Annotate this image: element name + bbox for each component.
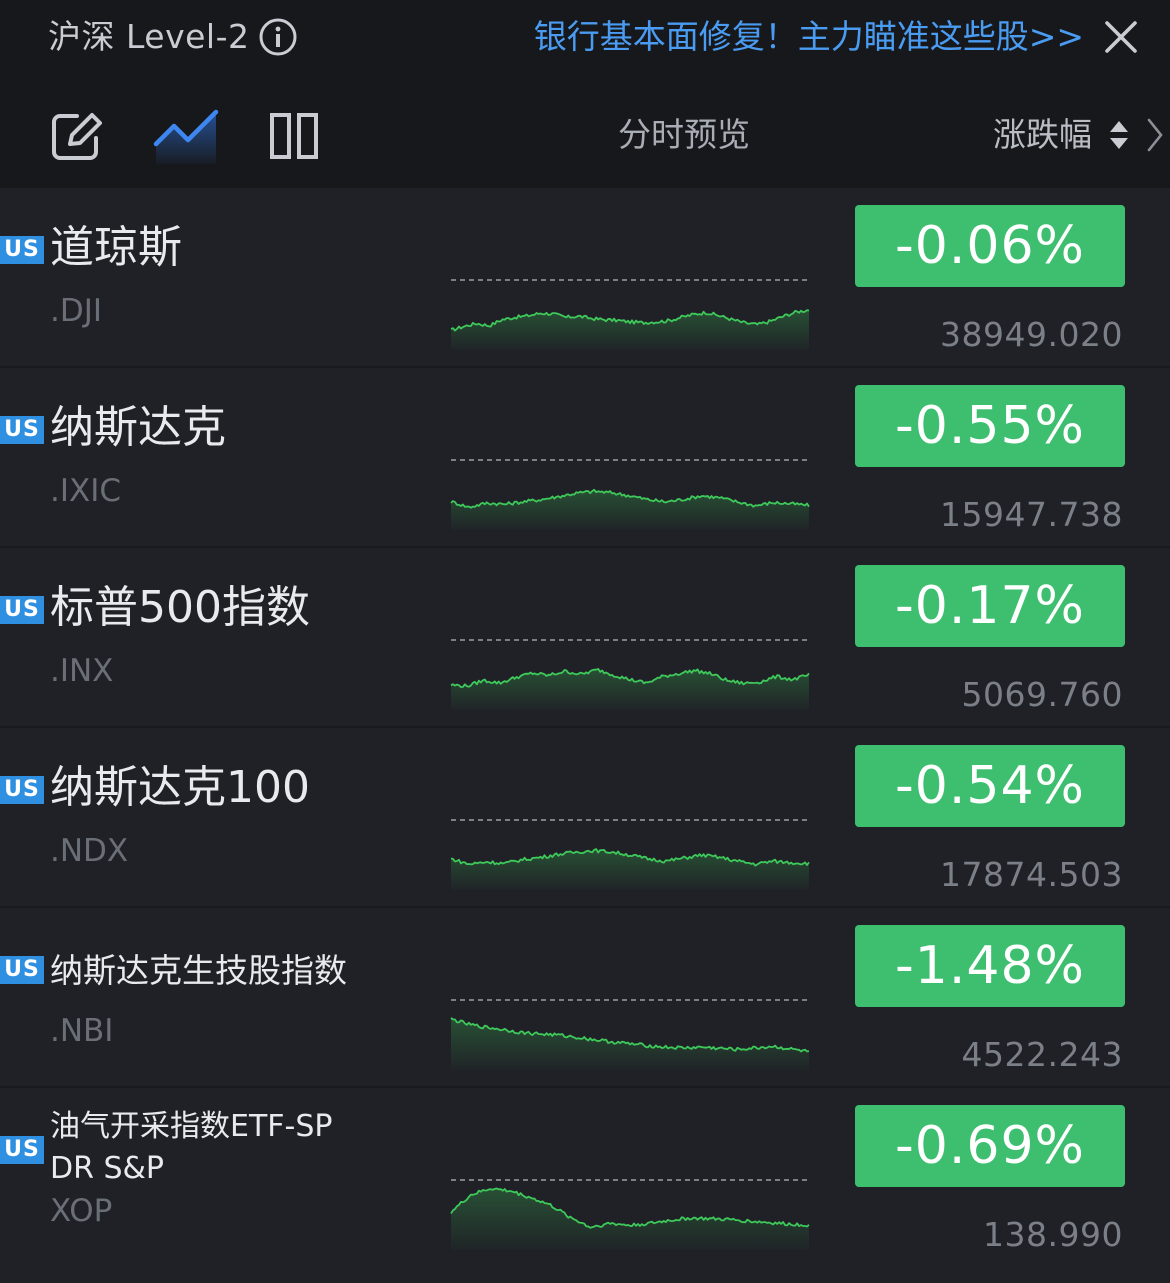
last-price: 17874.503 — [940, 855, 1123, 894]
sparkline-line — [450, 848, 810, 867]
list-item-dji[interactable]: US 道琼斯 .DJI -0.06% 38949.020 — [0, 188, 1170, 368]
promo-link[interactable]: 银行基本面修复！主力瞄准这些股>> — [533, 17, 1084, 56]
sparkline-chart — [450, 459, 810, 530]
change-percent-badge[interactable]: -0.69% — [855, 1105, 1125, 1187]
sort-arrows-icon[interactable] — [1108, 119, 1130, 151]
market-title: 沪深 Level-2 — [48, 17, 250, 56]
last-price: 38949.020 — [940, 315, 1123, 354]
sparkline-line — [450, 309, 810, 332]
index-name: 纳斯达克100 — [50, 762, 310, 813]
list-item-xop[interactable]: US 油气开采指数ETF-SPDR S&P XOP -0.69% 138.990 — [0, 1088, 1170, 1268]
last-price: 5069.760 — [961, 675, 1123, 714]
sparkline-area — [451, 310, 809, 350]
change-percent-badge[interactable]: -0.54% — [855, 745, 1125, 827]
change-percent-badge[interactable]: -0.55% — [855, 385, 1125, 467]
index-name: 纳斯达克生技股指数 — [50, 951, 347, 990]
sparkline-line — [450, 1187, 810, 1229]
last-price: 4522.243 — [961, 1035, 1123, 1074]
sparkline-chart — [450, 819, 810, 890]
change-percent-badge[interactable]: -0.06% — [855, 205, 1125, 287]
sparkline-chart — [450, 639, 810, 710]
sort-by-change-button[interactable]: 涨跌幅 — [993, 115, 1092, 154]
sparkline-line — [450, 668, 810, 688]
timeshare-chart-icon[interactable] — [150, 104, 222, 166]
market-badge: US — [0, 596, 44, 624]
index-code: XOP — [50, 1193, 113, 1229]
index-name: 油气开采指数ETF-SPDR S&P — [50, 1109, 333, 1186]
top-banner: 沪深 Level-2 银行基本面修复！主力瞄准这些股>> — [0, 0, 1170, 78]
toolbar: 分时预览 涨跌幅 — [0, 78, 1170, 188]
market-badge: US — [0, 776, 44, 804]
sparkline-area — [451, 1188, 809, 1250]
index-name: 纳斯达克 — [50, 402, 226, 453]
sparkline-chart — [450, 999, 810, 1070]
market-badge: US — [0, 956, 44, 984]
chevron-right-icon[interactable] — [1145, 116, 1165, 154]
sparkline-area — [451, 849, 809, 890]
market-badge: US — [0, 1136, 44, 1164]
close-icon[interactable] — [1103, 19, 1139, 55]
index-code: .IXIC — [50, 473, 122, 509]
sparkline-line — [450, 488, 810, 509]
last-price: 15947.738 — [940, 495, 1123, 534]
sparkline-area — [451, 668, 809, 710]
change-percent-badge[interactable]: -1.48% — [855, 925, 1125, 1007]
edit-icon[interactable] — [50, 110, 106, 162]
index-code: .NBI — [50, 1013, 114, 1049]
sparkline-area — [451, 1017, 809, 1070]
sparkline-chart — [450, 279, 810, 350]
index-code: .INX — [50, 653, 114, 689]
timeshare-preview-label: 分时预览 — [618, 115, 750, 154]
market-badge: US — [0, 416, 44, 444]
index-code: .DJI — [50, 293, 103, 329]
sparkline-chart — [450, 1179, 810, 1250]
index-code: .NDX — [50, 833, 129, 869]
list-item-ndx[interactable]: US 纳斯达克100 .NDX -0.54% 17874.503 — [0, 728, 1170, 908]
columns-icon[interactable] — [268, 111, 320, 161]
change-percent-badge[interactable]: -0.17% — [855, 565, 1125, 647]
index-name: 标普500指数 — [50, 582, 310, 633]
sparkline-line — [450, 1017, 810, 1053]
last-price: 138.990 — [983, 1215, 1123, 1254]
list-item-nbi[interactable]: US 纳斯达克生技股指数 .NBI -1.48% 4522.243 — [0, 908, 1170, 1088]
market-badge: US — [0, 236, 44, 264]
sparkline-area — [451, 489, 809, 530]
list-item-inx[interactable]: US 标普500指数 .INX -0.17% 5069.760 — [0, 548, 1170, 728]
index-name: 道琼斯 — [50, 222, 182, 273]
list-item-ixic[interactable]: US 纳斯达克 .IXIC -0.55% 15947.738 — [0, 368, 1170, 548]
info-icon[interactable] — [258, 17, 298, 57]
